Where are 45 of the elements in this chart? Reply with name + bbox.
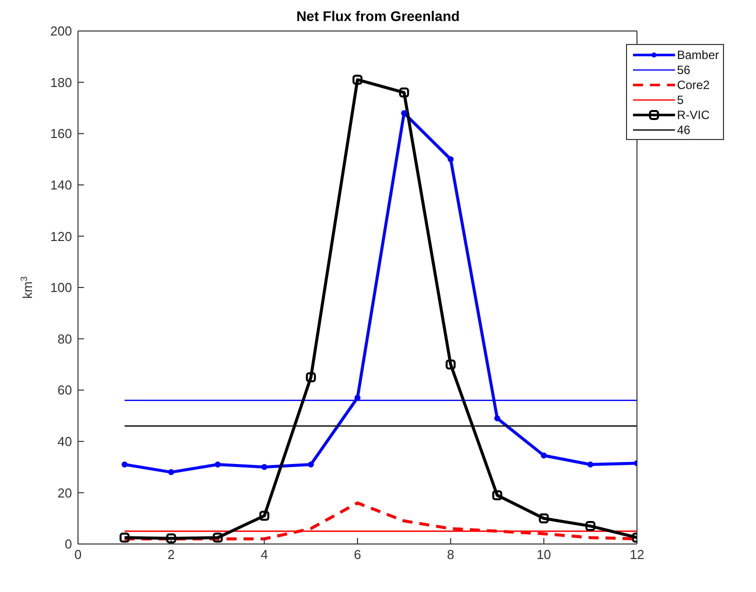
- y-tick-label: 80: [58, 331, 72, 346]
- point: [120, 532, 130, 543]
- legend-label: Bamber: [676, 48, 719, 62]
- y-tick-label: 200: [50, 24, 72, 39]
- y-tick-label: 180: [50, 74, 72, 90]
- y-tick-label: 140: [50, 178, 72, 193]
- point: [448, 156, 454, 162]
- point: [585, 521, 596, 532]
- y-tick-label: 160: [50, 126, 72, 142]
- point: [494, 415, 500, 422]
- legend-label: 56: [676, 62, 690, 76]
- point: [166, 533, 176, 544]
- y-tick-label: 40: [58, 434, 72, 450]
- y-tick-label: 20: [58, 485, 72, 500]
- point: [212, 532, 223, 543]
- point: [306, 372, 316, 382]
- point: [587, 461, 594, 468]
- point: [538, 513, 549, 524]
- point: [214, 461, 221, 468]
- point: [352, 74, 362, 85]
- point: [492, 490, 502, 500]
- y-tick-label: 0: [64, 536, 72, 552]
- point: [122, 461, 128, 468]
- legend-label: 5: [676, 92, 684, 106]
- legend-label: 46: [676, 122, 690, 136]
- x-tick-label: 10: [536, 547, 552, 562]
- point: [540, 452, 547, 459]
- x-tick-label: 2: [168, 547, 175, 562]
- x-tick-label: 4: [260, 547, 268, 562]
- x-tick-label: 12: [630, 547, 644, 562]
- y-tick-label: 100: [50, 280, 72, 296]
- y-tick-label: 120: [50, 228, 72, 244]
- point: [446, 359, 456, 370]
- point: [399, 88, 410, 98]
- y-tick-label: 60: [58, 382, 72, 398]
- x-tick-label: 0: [74, 547, 82, 562]
- point: [168, 469, 174, 476]
- chart-title: Net Flux from Greenland: [295, 8, 461, 24]
- point: [261, 464, 268, 470]
- point: [259, 510, 270, 521]
- point: [308, 461, 314, 468]
- x-tick-label: 8: [447, 547, 454, 562]
- legend-label: R-VIC: [676, 108, 710, 122]
- x-tick-label: 6: [354, 547, 362, 562]
- legend-label: Core2: [676, 78, 710, 92]
